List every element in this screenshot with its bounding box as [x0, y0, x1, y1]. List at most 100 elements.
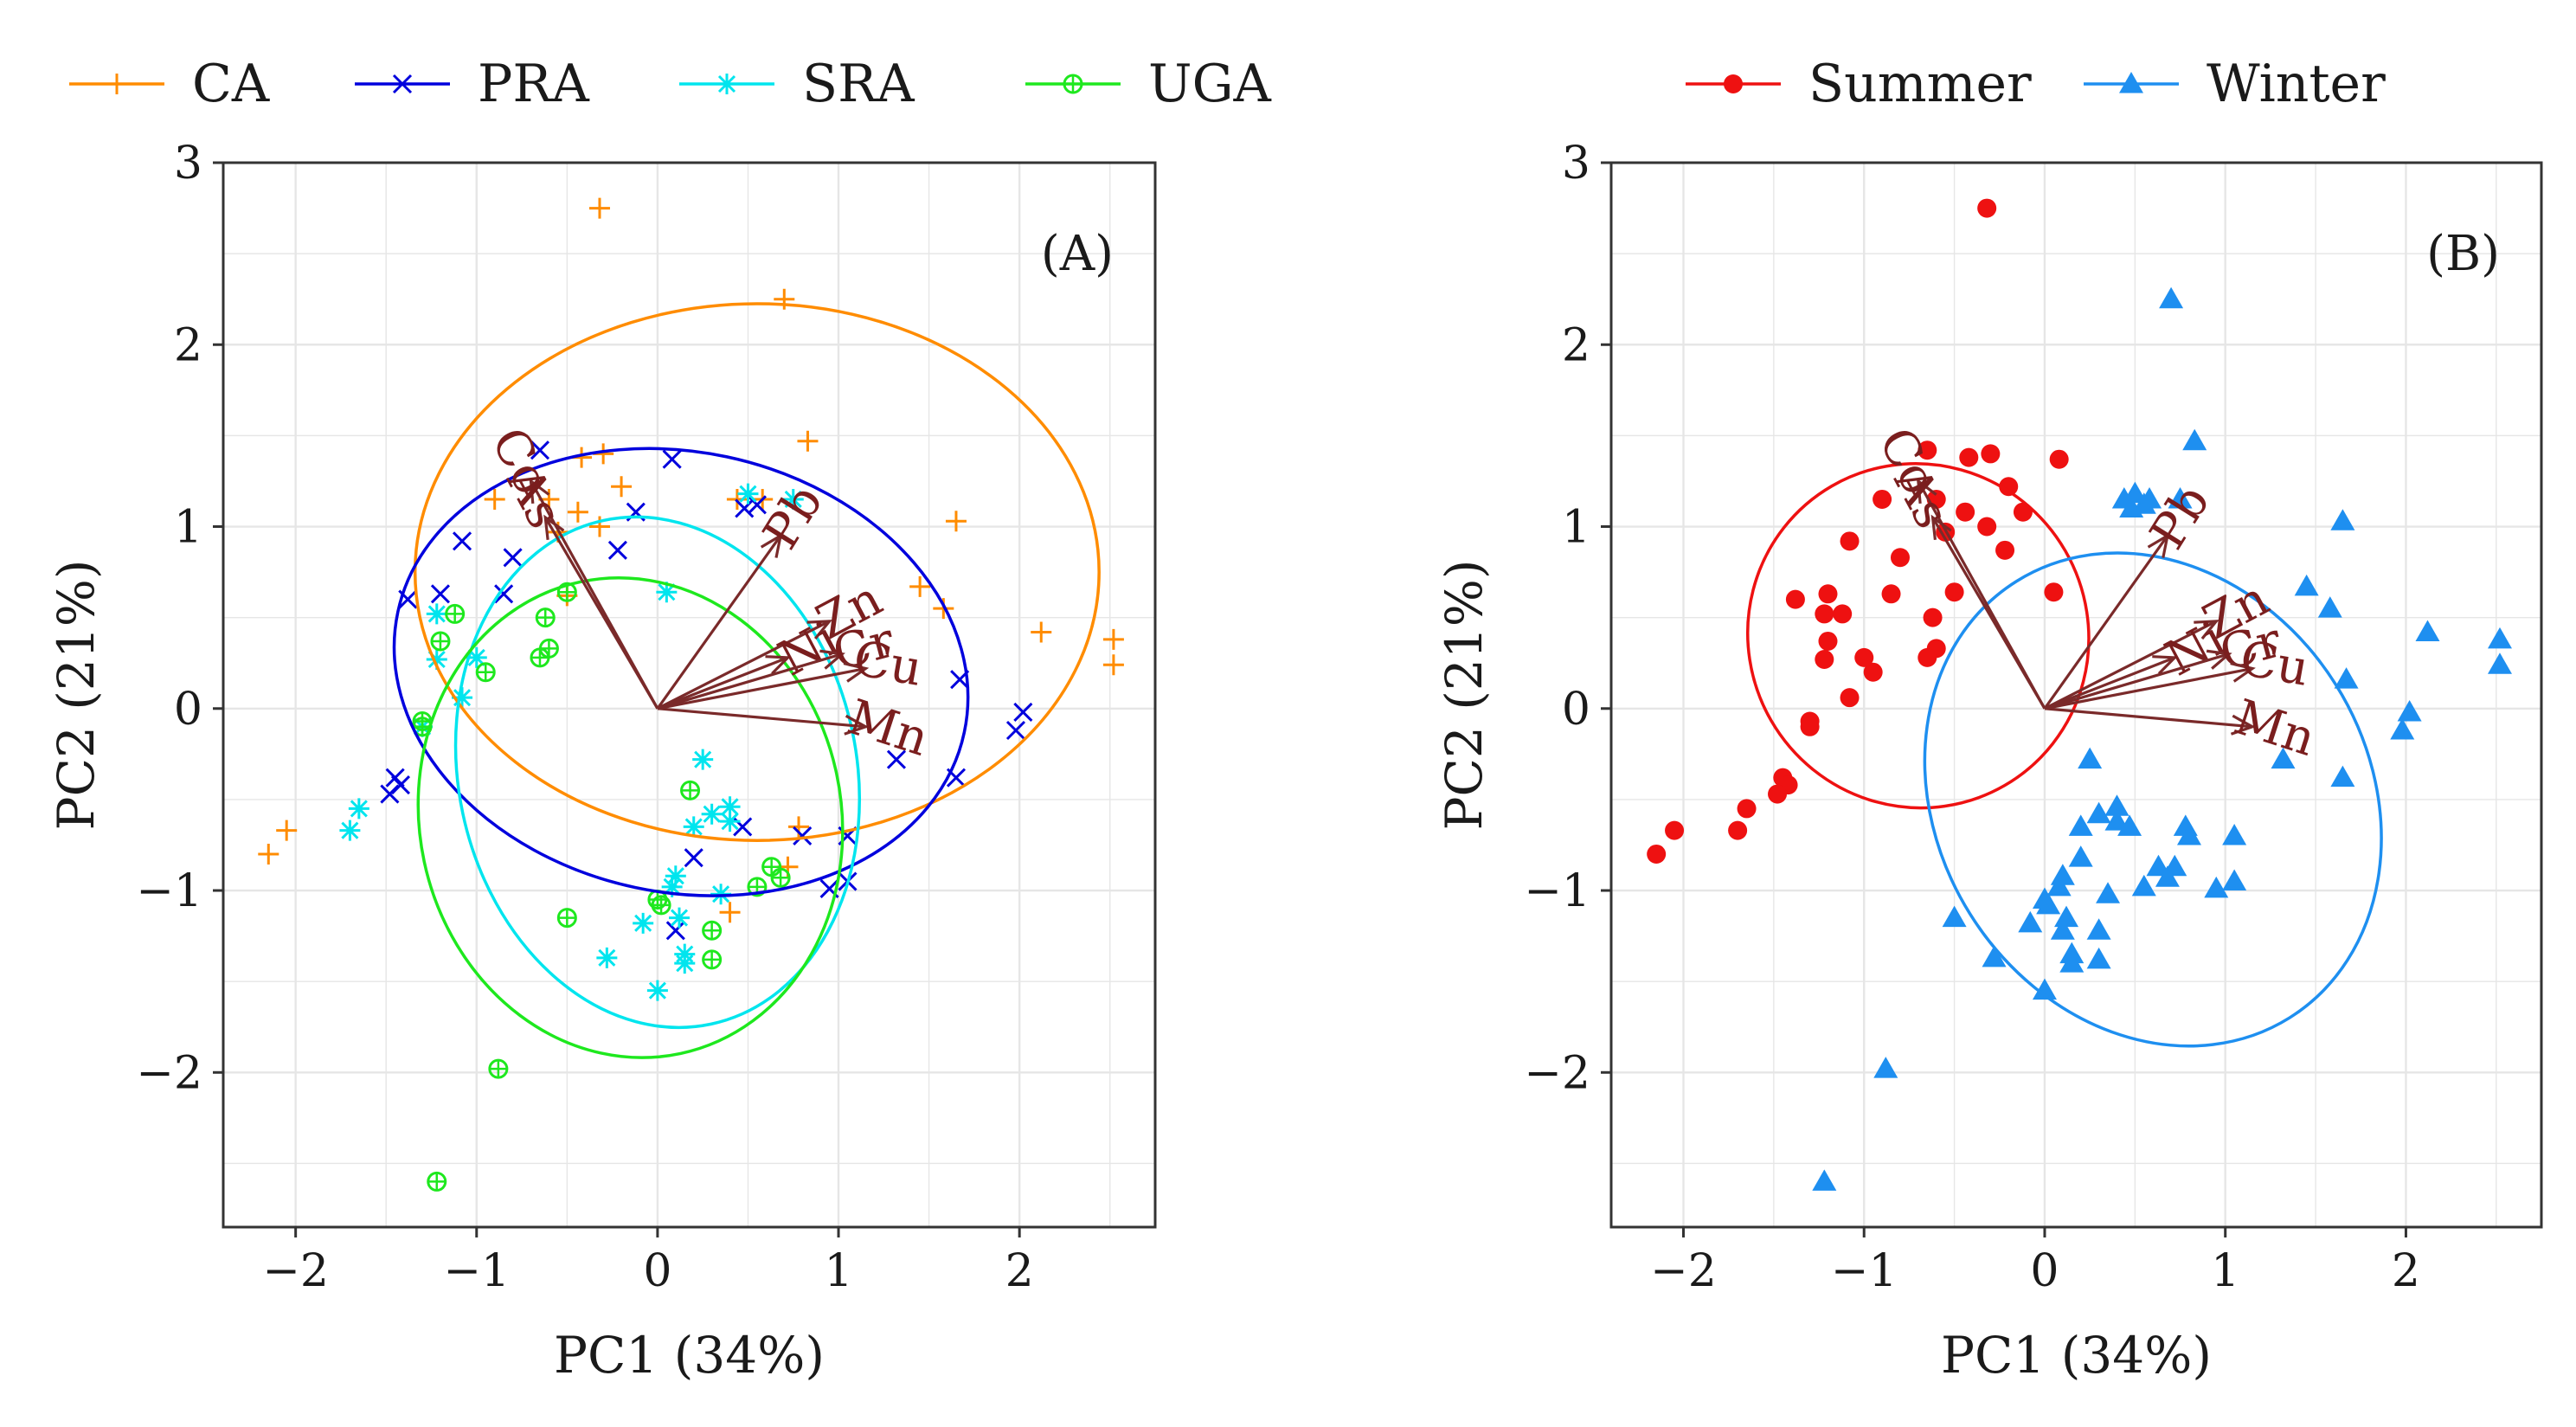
loading-label-cu: Cu	[850, 630, 927, 697]
point-summer	[1815, 604, 1834, 624]
point-summer	[1944, 582, 1964, 602]
loading-shaft	[2044, 656, 2175, 710]
y-tick-label: 1	[1562, 502, 1590, 554]
legend-key-summer	[1686, 74, 1781, 93]
point-sra	[633, 912, 654, 934]
point-pra	[530, 440, 550, 460]
point-sra	[719, 811, 741, 832]
loading-head	[2147, 532, 2170, 558]
panel-a-gridlines	[223, 161, 1155, 1227]
loading-head	[765, 655, 792, 675]
y-tick-label: 3	[174, 138, 202, 190]
point-sra	[701, 803, 723, 825]
loading-shaft	[657, 707, 866, 729]
point-winter	[2317, 596, 2342, 618]
loading-head	[806, 620, 833, 640]
point-uga-cross	[703, 922, 721, 940]
point-winter	[2176, 823, 2201, 845]
loading-arrow-ni	[2044, 655, 2178, 710]
x-tick-label: 2	[1005, 1245, 1034, 1297]
point-winter	[2397, 699, 2422, 722]
panel-b-gridlines	[1611, 161, 2541, 1227]
point-pra	[380, 784, 400, 804]
point-winter	[2059, 951, 2085, 973]
point-ca	[909, 575, 931, 597]
point-winter	[2294, 574, 2319, 596]
loading-arrow-mn	[2044, 707, 2256, 736]
loading-head	[1916, 478, 1937, 504]
point-summer	[1840, 688, 1860, 708]
point-winter	[2086, 801, 2111, 824]
point-uga-cross	[762, 858, 781, 876]
point-uga-cross	[540, 640, 558, 658]
point-winter	[2018, 910, 2043, 933]
point-pra	[494, 584, 514, 604]
loading-arrow-mn	[657, 707, 870, 736]
point-summer	[1881, 584, 1901, 604]
loading-arrow-pb	[2043, 532, 2170, 710]
loading-head	[2230, 714, 2256, 736]
point-summer	[1728, 820, 1748, 840]
loading-shaft	[2044, 620, 2217, 710]
y-tick-label: 1	[174, 502, 202, 554]
x-tick-label: −2	[262, 1245, 329, 1297]
loading-arrow-ni	[657, 655, 792, 710]
loading-shaft	[657, 666, 866, 710]
point-winter	[2104, 794, 2130, 816]
series-pra	[380, 440, 1033, 941]
legend-panel-a: CA PRA SRA UGA	[69, 54, 1271, 114]
point-ca	[1102, 654, 1124, 676]
point-sra	[339, 820, 361, 841]
panel-a-points	[258, 197, 1124, 1192]
point-uga	[770, 867, 791, 888]
y-tick-label: −1	[1524, 865, 1590, 917]
point-uga	[556, 908, 577, 929]
point-winter	[2204, 876, 2229, 898]
point-uga-cross	[427, 1173, 446, 1191]
point-sra	[782, 488, 804, 510]
point-uga-cross	[446, 605, 464, 623]
loading-shaft	[2043, 535, 2169, 710]
y-tick-label: 2	[1562, 319, 1590, 371]
legend-marker-uga-cross	[1064, 75, 1082, 93]
point-pra	[607, 540, 627, 560]
point-winter	[2054, 905, 2079, 928]
x-tick-label: 2	[2392, 1245, 2420, 1297]
point-summer	[1818, 631, 1838, 651]
point-summer	[1981, 444, 2001, 464]
point-winter	[2068, 845, 2093, 867]
legend-label-sra: SRA	[802, 54, 915, 114]
legend-panel-b: Summer Winter	[1686, 54, 2386, 114]
loading-head	[2230, 662, 2256, 683]
point-pra	[747, 495, 767, 515]
loading-arrow-cu	[657, 662, 870, 710]
legend-label-winter: Winter	[2207, 54, 2386, 114]
panel-label: (A)	[1041, 226, 1114, 282]
loading-shaft	[2044, 652, 2230, 710]
point-summer	[2049, 449, 2069, 469]
loading-shaft	[657, 656, 789, 710]
point-pra	[452, 531, 472, 551]
legend-label-summer: Summer	[1808, 54, 2032, 114]
panel-a-frame	[222, 161, 1157, 1229]
point-ca	[1031, 621, 1052, 643]
series-sra	[339, 483, 804, 1001]
point-ca	[276, 820, 298, 841]
point-winter	[2068, 814, 2093, 836]
point-summer	[1918, 647, 1937, 667]
loading-shaft	[1931, 517, 2046, 710]
point-sra	[596, 947, 618, 968]
point-summer	[1833, 604, 1853, 624]
point-pra	[1013, 702, 1033, 723]
point-ca	[567, 501, 588, 523]
point-winter	[2222, 869, 2247, 891]
y-axis-title: PC2 (21%)	[47, 560, 106, 831]
y-tick-label: 3	[1562, 138, 1590, 190]
loading-head	[1930, 514, 1952, 541]
point-pra	[1005, 720, 1026, 741]
point-uga-cross	[414, 717, 432, 736]
point-sra	[348, 798, 369, 820]
